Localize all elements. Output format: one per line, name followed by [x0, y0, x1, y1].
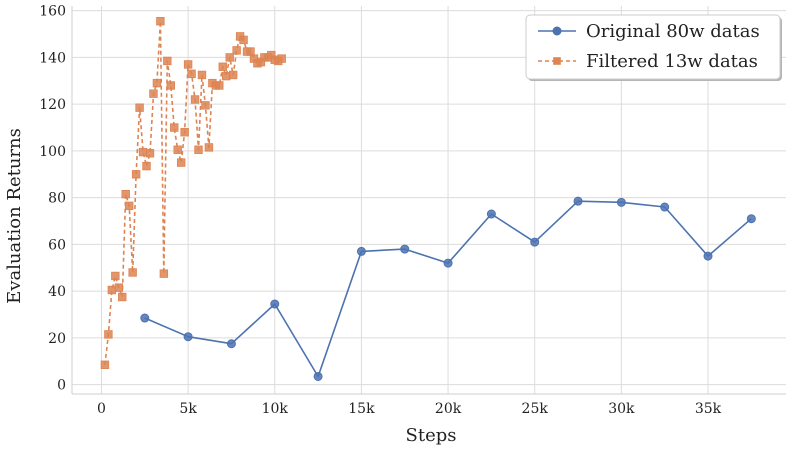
- x-tick-label: 25k: [522, 401, 549, 417]
- data-point: [131, 170, 141, 179]
- data-point: [356, 246, 366, 256]
- data-point: [100, 360, 110, 369]
- data-point: [197, 70, 207, 80]
- data-point: [180, 128, 189, 137]
- series-2: [100, 16, 286, 369]
- data-point: [225, 53, 234, 62]
- x-tick-label: 5k: [179, 401, 197, 417]
- data-point: [232, 46, 241, 55]
- data-point: [170, 123, 179, 132]
- x-tick-label: 30k: [608, 401, 635, 417]
- legend-marker: [552, 26, 562, 36]
- data-point: [128, 268, 137, 277]
- data-point: [313, 371, 323, 381]
- x-tick-label: 35k: [695, 401, 722, 417]
- x-tick-label: 0: [97, 401, 106, 417]
- y-axis-label: Evaluation Returns: [4, 128, 25, 304]
- data-point: [111, 271, 120, 281]
- plot-area: [100, 16, 756, 381]
- data-point: [400, 244, 410, 254]
- data-point: [746, 214, 756, 224]
- x-tick-label: 20k: [435, 401, 462, 417]
- data-point: [124, 201, 134, 211]
- data-point: [183, 332, 193, 342]
- data-point: [530, 237, 540, 247]
- x-axis-label: Steps: [406, 425, 457, 446]
- legend-label: Original 80w datas: [586, 21, 760, 42]
- legend-marker: [553, 57, 561, 65]
- data-point: [194, 145, 203, 154]
- data-point: [173, 145, 182, 154]
- data-point: [190, 95, 200, 104]
- series-1: [140, 196, 756, 381]
- data-point: [486, 209, 496, 219]
- data-point: [149, 89, 158, 98]
- legend-box: [525, 14, 781, 80]
- data-point: [166, 81, 175, 90]
- y-tick-label: 0: [57, 378, 66, 394]
- data-point: [201, 101, 210, 110]
- data-point: [573, 196, 583, 206]
- y-tick-label: 40: [48, 284, 66, 300]
- data-point: [204, 143, 214, 152]
- y-tick-label: 140: [39, 50, 66, 66]
- y-tick-label: 120: [39, 97, 66, 113]
- y-tick-label: 20: [48, 331, 66, 347]
- data-point: [142, 161, 151, 171]
- data-point: [114, 283, 123, 292]
- data-point: [183, 60, 193, 69]
- y-tick-label: 160: [39, 4, 66, 20]
- data-point: [187, 69, 196, 78]
- y-tick-label: 80: [48, 191, 66, 207]
- legend: Original 80w datas Filtered 13w datas: [525, 14, 782, 81]
- data-point: [239, 35, 248, 45]
- data-point: [163, 56, 172, 66]
- x-tick-label: 10k: [262, 401, 289, 417]
- legend-label: Filtered 13w datas: [586, 51, 758, 72]
- data-point: [156, 16, 165, 26]
- data-point: [107, 285, 117, 295]
- data-point: [104, 330, 113, 339]
- data-point: [218, 62, 227, 71]
- data-point: [121, 189, 130, 199]
- data-point: [159, 269, 169, 278]
- data-point: [152, 78, 162, 88]
- data-point: [703, 251, 713, 261]
- data-point: [215, 81, 224, 90]
- data-point: [222, 71, 231, 81]
- data-point: [443, 258, 453, 268]
- data-point: [176, 158, 186, 167]
- data-point: [145, 149, 155, 158]
- y-tick-label: 100: [39, 144, 66, 160]
- data-point: [140, 313, 150, 323]
- data-point: [226, 339, 236, 349]
- data-point: [616, 197, 626, 207]
- data-point: [270, 299, 280, 309]
- data-point: [228, 70, 238, 80]
- axes: 0 5k 10k 15k 20k 25k 30k 35k 0 20 40 60 80 100 120 140 1…: [39, 4, 786, 417]
- data-point: [135, 103, 144, 112]
- data-point: [246, 47, 255, 56]
- y-tick-label: 60: [48, 237, 66, 253]
- data-point: [138, 147, 148, 157]
- x-tick-label: 15k: [348, 401, 375, 417]
- data-point: [660, 202, 670, 212]
- data-point: [118, 292, 127, 302]
- data-point: [277, 54, 286, 63]
